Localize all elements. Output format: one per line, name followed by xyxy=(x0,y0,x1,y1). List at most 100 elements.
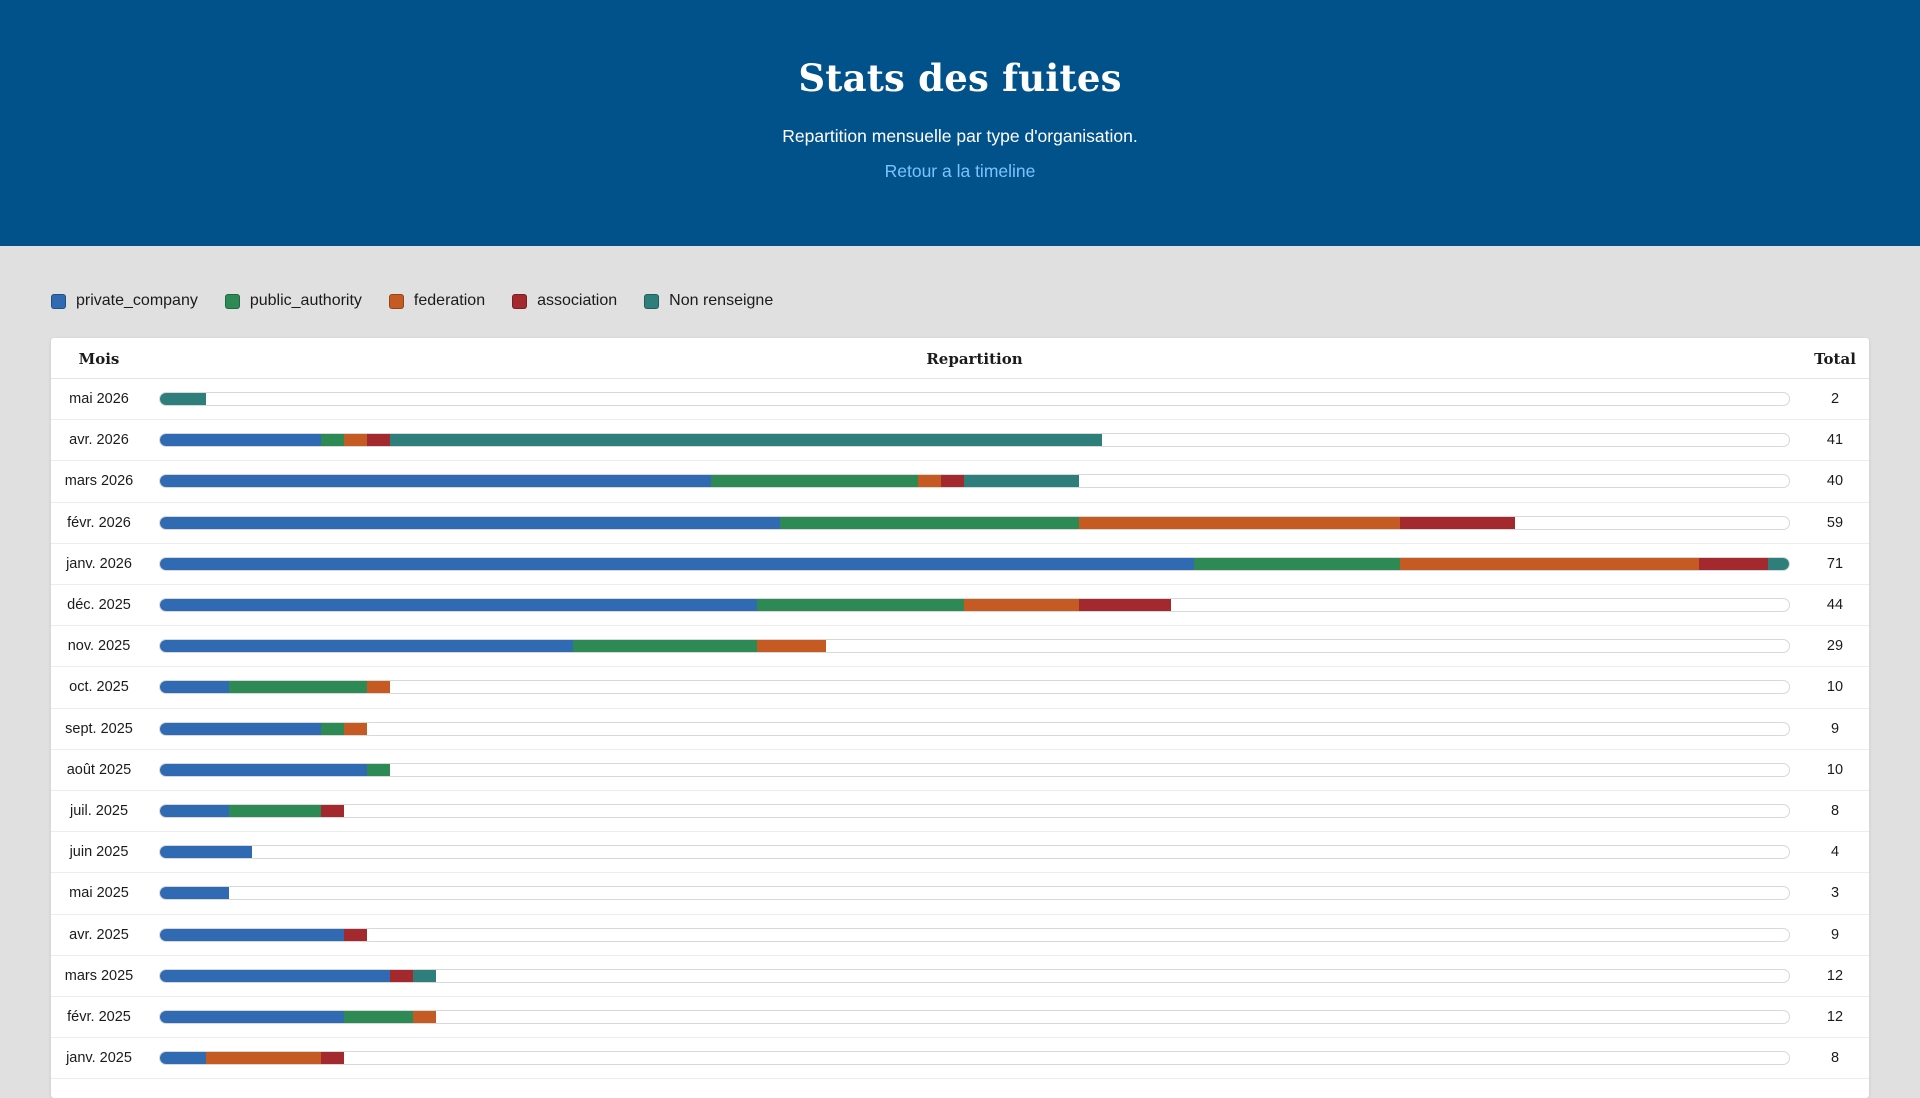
table-row: nov. 2025 29 xyxy=(51,626,1869,668)
bar-segment-private_company xyxy=(160,763,367,776)
bar-segment-private_company xyxy=(160,969,390,982)
bar-segment-federation xyxy=(1400,557,1700,570)
total-value: 2 xyxy=(1830,391,1840,407)
bar-segment-federation xyxy=(205,1052,321,1065)
bar-track xyxy=(159,927,1790,942)
table-row: sept. 2025 9 xyxy=(51,709,1869,750)
back-to-timeline-link[interactable]: Retour a la timeline xyxy=(884,161,1036,181)
total-value: 10 xyxy=(1826,679,1844,696)
bar-track xyxy=(159,515,1790,530)
bar-track xyxy=(159,804,1790,818)
bar-segment-public_authority xyxy=(343,1011,413,1023)
month-label: mars 2025 xyxy=(64,967,134,984)
table-row: oct. 2025 10 xyxy=(51,667,1869,709)
total-value: 4 xyxy=(1830,844,1840,861)
legend-label: private_company xyxy=(76,292,198,309)
table-row: janv. 2026 71 xyxy=(51,544,1869,585)
legend-swatch xyxy=(388,293,404,309)
bar-track xyxy=(159,968,1790,983)
month-label: déc. 2025 xyxy=(67,597,131,613)
month-label: mars 2026 xyxy=(64,473,134,490)
stats-table-card: Mois Repartition Total mai 2026 2 avr. 202… xyxy=(51,338,1869,1098)
legend-label: association xyxy=(537,292,618,309)
bar-segment-association xyxy=(366,434,390,447)
bar-segment-private_company xyxy=(160,557,1194,570)
month-label: janv. 2026 xyxy=(66,555,132,572)
bar-segment-federation xyxy=(757,640,827,653)
bar-track xyxy=(159,1010,1790,1024)
total-value: 8 xyxy=(1830,803,1840,819)
bar-segment-private_company xyxy=(160,475,712,488)
bar-segment-private_company xyxy=(160,434,321,447)
legend-item-non-renseigne: Non renseigne xyxy=(644,292,773,310)
month-label: juil. 2025 xyxy=(69,803,129,819)
legend-item-public-authority: public_authority xyxy=(224,292,362,310)
bar-segment-association xyxy=(1400,516,1516,529)
bar-segment-federation xyxy=(918,475,942,488)
bar-segment-private_company xyxy=(160,722,321,735)
legend-label: Non renseigne xyxy=(669,292,774,309)
bar-segment-public_authority xyxy=(780,516,1079,529)
bar-segment-association xyxy=(389,969,413,982)
bar-segment-federation xyxy=(343,722,367,735)
month-label: févr. 2025 xyxy=(67,1009,131,1025)
bar-segment-association xyxy=(1078,599,1171,611)
bar-track xyxy=(159,845,1790,860)
bar-track xyxy=(159,639,1790,654)
legend-item-private-company: private_company xyxy=(51,292,198,310)
column-header-total: Total xyxy=(1814,350,1856,368)
bar-segment-unknown xyxy=(389,434,1102,447)
total-value: 40 xyxy=(1826,473,1844,490)
table-row: juin 2025 4 xyxy=(51,832,1869,874)
bar-track xyxy=(159,886,1790,901)
bar-segment-public_authority xyxy=(1193,557,1401,570)
bar-segment-public_authority xyxy=(228,681,367,694)
table-row: janv. 2025 8 xyxy=(51,1038,1869,1080)
table-row: mars 2025 12 xyxy=(51,956,1869,997)
total-value: 12 xyxy=(1826,967,1844,984)
month-label: oct. 2025 xyxy=(69,679,129,696)
month-label: nov. 2025 xyxy=(67,638,131,655)
bar-track xyxy=(159,1051,1790,1066)
bar-track xyxy=(159,392,1790,406)
bar-track xyxy=(159,762,1790,777)
bar-segment-association xyxy=(343,928,367,941)
bar-segment-public_authority xyxy=(366,763,390,776)
month-label: avr. 2025 xyxy=(69,926,129,943)
page-title: Stats des fuites xyxy=(798,56,1122,100)
month-label: août 2025 xyxy=(66,761,132,778)
bar-track xyxy=(159,433,1790,448)
bar-segment-federation xyxy=(1078,516,1401,529)
total-value: 29 xyxy=(1826,638,1844,655)
bar-segment-public_authority xyxy=(228,805,321,817)
total-value: 44 xyxy=(1826,597,1844,613)
table-row: mai 2025 3 xyxy=(51,873,1869,915)
table-row: juil. 2025 8 xyxy=(51,791,1869,833)
bar-segment-public_authority xyxy=(573,640,758,653)
bar-segment-private_company xyxy=(160,640,574,653)
bar-segment-public_authority xyxy=(711,475,919,488)
legend-swatch xyxy=(51,293,66,309)
table-row: févr. 2026 59 xyxy=(51,503,1869,544)
bar-segment-federation xyxy=(964,599,1079,611)
month-label: mai 2025 xyxy=(69,885,129,902)
bar-segment-private_company xyxy=(160,599,758,611)
bar-track xyxy=(159,721,1790,736)
bar-segment-federation xyxy=(343,434,367,447)
month-label: mai 2026 xyxy=(69,391,129,407)
bar-segment-private_company xyxy=(160,516,781,529)
total-value: 59 xyxy=(1826,514,1844,531)
bar-segment-federation xyxy=(366,681,390,694)
table-row: avr. 2026 41 xyxy=(51,420,1869,462)
month-label: janv. 2025 xyxy=(66,1050,132,1067)
legend-item-federation: federation xyxy=(388,292,485,310)
bar-segment-association xyxy=(941,475,964,488)
month-label: sept. 2025 xyxy=(65,720,133,737)
month-label: avr. 2026 xyxy=(69,432,129,449)
bar-track xyxy=(159,598,1790,612)
bar-segment-public_authority xyxy=(320,722,344,735)
bar-segment-association xyxy=(1699,557,1769,570)
bar-segment-association xyxy=(320,805,344,817)
bar-segment-public_authority xyxy=(320,434,344,447)
bar-segment-federation xyxy=(412,1011,436,1023)
